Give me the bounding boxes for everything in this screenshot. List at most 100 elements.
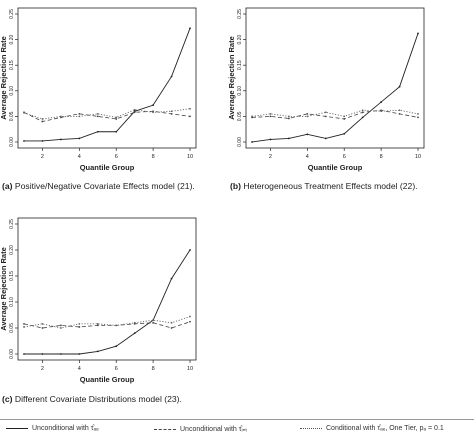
data-point-b-0-3: [306, 133, 309, 136]
caption-b-label: (b): [230, 181, 241, 191]
x-tick-label-a-2: 6: [115, 154, 118, 160]
legend-item-solid: Unconditional with τ̂ₐₑ: [6, 425, 99, 432]
y-tick-label-c-4: 0.20: [9, 245, 15, 255]
series-line-b-1: [251, 109, 419, 120]
x-axis-label-c: Quantile Group: [80, 375, 135, 384]
data-point-c-2-9: [189, 315, 191, 318]
y-tick-label-a-4: 0.20: [9, 35, 15, 45]
series-line-a-2: [23, 108, 191, 120]
data-point-c-0-6: [133, 332, 136, 335]
y-tick-label-c-0: 0.00: [9, 349, 15, 359]
data-point-c-0-8: [170, 277, 173, 280]
data-point-a-0-5: [115, 130, 118, 133]
data-point-b-0-9: [417, 32, 419, 35]
y-axis-label-a: Average Rejection Rate: [0, 36, 8, 120]
chart-c-svg: 0.00 0.05 0.10 0.15 0.20 0.25 2 4 6 8 10 Quantile G…: [0, 217, 197, 384]
y-tick-label-a-0: 0.00: [9, 137, 15, 147]
chart-panel-b: 0.00 0.05 0.10 0.15 0.20 0.25 2 4 6 8 10 Quantile G…: [227, 0, 438, 178]
y-tick-label-c-2: 0.10: [9, 297, 15, 307]
y-tick-label-a-5: 0.25: [9, 9, 15, 19]
data-point-b-0-5: [343, 132, 346, 135]
data-point-c-1-0: [23, 322, 25, 325]
y-tick-label-c-3: 0.15: [9, 271, 15, 281]
y-tick-label-b-4: 0.20: [237, 35, 243, 45]
data-point-a-0-4: [96, 130, 99, 133]
data-point-b-2-1: [269, 112, 272, 115]
data-point-a-2-4: [96, 112, 99, 115]
x-tick-label-a-4: 10: [187, 154, 193, 160]
series-line-b-2: [251, 109, 419, 117]
data-point-c-2-3: [78, 322, 81, 325]
data-point-a-2-6: [133, 108, 136, 111]
caption-b-text: Heterogeneous Treatment Effects model (2…: [243, 181, 418, 191]
x-tick-label-a-0: 2: [41, 154, 44, 160]
data-point-a-0-8: [170, 75, 173, 78]
series-line-c-1: [23, 321, 191, 329]
data-point-b-0-0: [251, 141, 253, 143]
data-point-c-1-9: [189, 320, 191, 323]
data-point-b-2-9: [417, 112, 419, 115]
data-point-a-2-3: [78, 115, 81, 118]
plot-frame-c: [17, 217, 197, 361]
y-tick-label-a-2: 0.10: [9, 86, 15, 96]
data-point-b-2-6: [361, 109, 364, 112]
legend-label-dashed: Unconditional with τ̂ᵢₙₜ: [180, 426, 248, 433]
data-point-a-2-0: [23, 111, 25, 114]
series-line-a-1: [23, 110, 191, 122]
data-point-c-2-8: [170, 321, 173, 324]
data-point-a-1-4: [96, 115, 99, 118]
data-point-b-1-9: [417, 116, 419, 119]
data-point-b-1-5: [343, 118, 346, 120]
data-point-b-2-3: [306, 115, 309, 118]
data-point-a-0-0: [23, 140, 25, 142]
x-tick-label-b-3: 8: [380, 154, 383, 160]
plot-frame-b: [245, 7, 425, 149]
data-point-b-1-4: [324, 115, 327, 118]
data-point-b-0-1: [269, 138, 272, 141]
data-point-a-2-8: [170, 110, 173, 113]
data-point-a-1-9: [189, 115, 191, 118]
caption-c: (c) Different Covariate Distributions mo…: [2, 394, 182, 404]
data-point-b-0-8: [398, 85, 401, 88]
data-point-b-0-2: [287, 137, 290, 140]
data-point-a-2-7: [152, 111, 155, 114]
caption-a-label: (a): [2, 181, 13, 191]
x-tick-label-c-2: 6: [115, 366, 118, 372]
data-point-a-0-2: [59, 138, 62, 141]
legend-item-dotted: Conditional with τ̂ₐₑ, One Tier, pₐ = 0.…: [300, 425, 444, 432]
data-point-c-2-4: [96, 322, 99, 325]
data-point-a-2-5: [115, 116, 118, 119]
chart-b-svg: 0.00 0.05 0.10 0.15 0.20 0.25 2 4 6 8 10 Quantile G…: [227, 7, 425, 172]
x-tick-label-a-1: 4: [78, 154, 81, 160]
data-point-c-1-7: [152, 321, 155, 324]
data-point-b-2-4: [324, 111, 327, 114]
data-point-a-1-5: [115, 118, 118, 120]
data-point-c-0-4: [96, 350, 99, 353]
data-point-a-1-8: [170, 112, 173, 115]
data-point-a-0-1: [41, 140, 44, 142]
data-point-b-1-3: [306, 112, 309, 115]
legend-label-solid: Unconditional with τ̂ₐₑ: [32, 425, 99, 432]
data-point-c-0-1: [41, 353, 44, 355]
y-axis-label-b: Average Rejection Rate: [227, 36, 236, 120]
x-tick-label-c-0: 2: [41, 366, 44, 372]
y-tick-label-b-3: 0.15: [237, 60, 243, 70]
data-point-c-2-2: [59, 327, 62, 329]
y-tick-label-a-3: 0.15: [9, 60, 15, 70]
x-tick-label-a-3: 8: [152, 154, 155, 160]
data-point-a-0-7: [152, 104, 155, 107]
data-point-a-0-3: [78, 137, 81, 140]
series-line-c-0: [24, 249, 191, 355]
data-point-b-0-4: [324, 137, 327, 140]
chart-panel-c: 0.00 0.05 0.10 0.15 0.20 0.25 2 4 6 8 10 Quantile G…: [0, 210, 210, 390]
y-tick-label-b-5: 0.25: [237, 9, 243, 19]
data-point-a-0-9: [189, 27, 191, 30]
x-tick-label-b-1: 4: [306, 154, 309, 160]
data-point-b-2-0: [251, 115, 253, 118]
data-point-b-1-8: [398, 112, 401, 115]
data-point-a-1-3: [78, 112, 81, 115]
caption-b: (b) Heterogeneous Treatment Effects mode…: [230, 181, 418, 191]
data-point-c-2-1: [41, 322, 44, 325]
caption-c-text: Different Covariate Distributions model …: [14, 394, 182, 404]
x-tick-label-c-4: 10: [187, 366, 193, 372]
